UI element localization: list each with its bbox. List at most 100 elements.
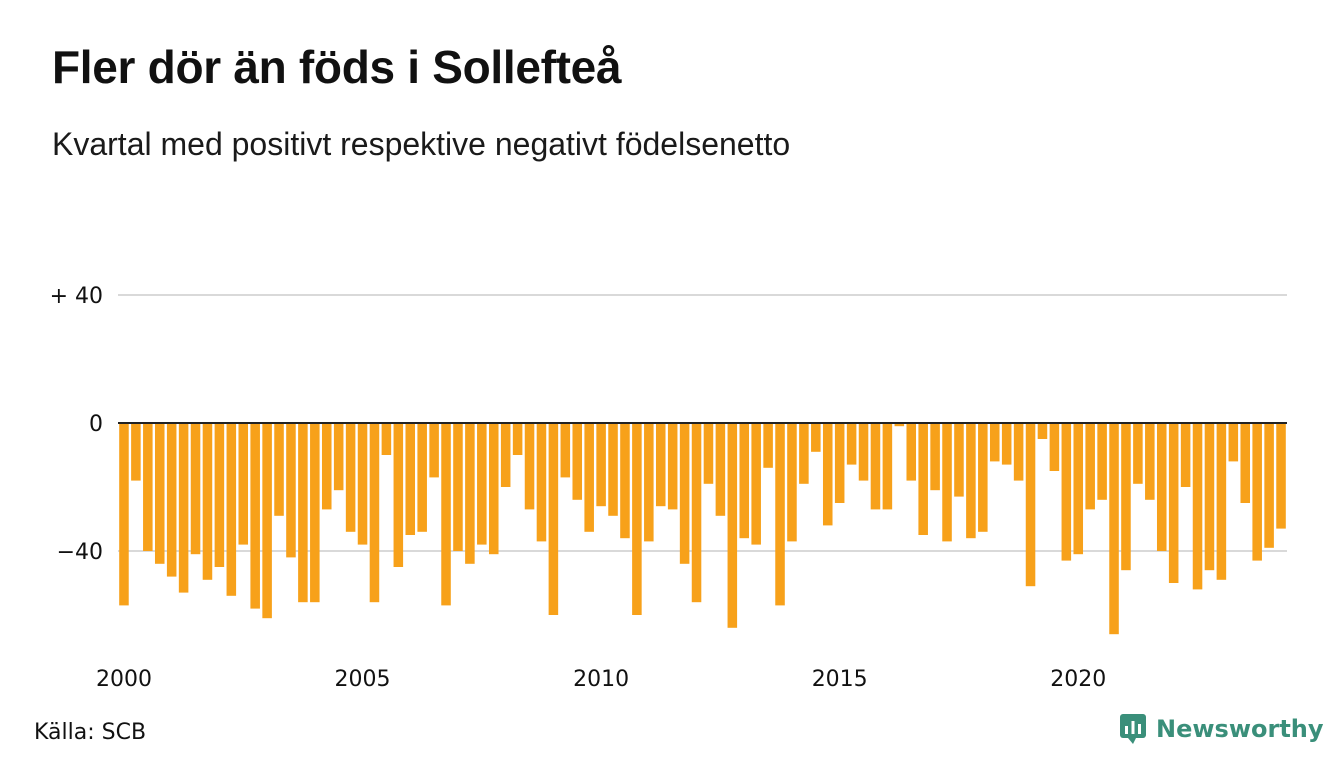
bar bbox=[1073, 423, 1084, 555]
bar bbox=[298, 423, 308, 603]
x-tick-label: 2000 bbox=[96, 667, 152, 692]
bar bbox=[727, 423, 738, 628]
bar bbox=[787, 423, 797, 542]
bar bbox=[143, 423, 153, 551]
bar bbox=[644, 423, 654, 542]
bar bbox=[381, 423, 392, 455]
bar bbox=[154, 423, 165, 564]
bar bbox=[655, 423, 666, 507]
bar bbox=[1133, 423, 1143, 484]
bar bbox=[310, 423, 320, 603]
bar bbox=[679, 423, 690, 564]
y-tick-label: −40 bbox=[57, 540, 103, 565]
x-tick-label: 2010 bbox=[573, 667, 629, 692]
bar bbox=[453, 423, 463, 551]
bar bbox=[405, 423, 416, 535]
bar bbox=[1240, 423, 1251, 503]
bar bbox=[584, 423, 594, 532]
bar bbox=[488, 423, 499, 555]
bar bbox=[763, 423, 773, 468]
bar bbox=[369, 423, 380, 603]
bar bbox=[238, 423, 249, 545]
bar bbox=[775, 423, 785, 606]
bar bbox=[131, 423, 141, 481]
bar bbox=[596, 423, 606, 507]
bar bbox=[1168, 423, 1179, 583]
bar bbox=[477, 423, 487, 545]
bar bbox=[1156, 423, 1167, 551]
bar bbox=[202, 423, 213, 580]
bar bbox=[560, 423, 571, 478]
bar bbox=[608, 423, 618, 516]
bar bbox=[1001, 423, 1012, 465]
bar bbox=[536, 423, 547, 542]
bar bbox=[1085, 423, 1095, 510]
bar bbox=[286, 423, 296, 558]
x-tick-label: 2015 bbox=[812, 667, 868, 692]
bar bbox=[894, 423, 905, 427]
chart-title: Fler dör än föds i Sollefteå bbox=[52, 41, 622, 93]
bar bbox=[214, 423, 225, 567]
bar bbox=[500, 423, 511, 487]
bar bbox=[1252, 423, 1262, 561]
bar bbox=[1061, 423, 1072, 561]
bar bbox=[548, 423, 559, 615]
bar bbox=[250, 423, 260, 609]
bar bbox=[667, 423, 678, 510]
x-tick-label: 2020 bbox=[1050, 667, 1106, 692]
bar bbox=[1121, 423, 1131, 571]
bar bbox=[393, 423, 404, 567]
bar bbox=[1049, 423, 1060, 471]
bar bbox=[978, 423, 988, 532]
bar bbox=[274, 423, 284, 516]
bar bbox=[321, 423, 332, 510]
bar bbox=[1216, 423, 1227, 580]
bar bbox=[715, 423, 726, 516]
bar bbox=[417, 423, 427, 532]
bar bbox=[1025, 423, 1036, 587]
bar bbox=[1109, 423, 1119, 635]
bar bbox=[703, 423, 714, 484]
bar bbox=[429, 423, 439, 478]
bar bbox=[1228, 423, 1239, 462]
bar bbox=[1037, 423, 1048, 439]
bar bbox=[822, 423, 833, 526]
bar bbox=[572, 423, 583, 500]
bar bbox=[1276, 423, 1286, 529]
bar bbox=[333, 423, 344, 491]
bar bbox=[691, 423, 702, 603]
bar bbox=[119, 423, 129, 606]
bar bbox=[799, 423, 809, 484]
bar bbox=[1204, 423, 1215, 571]
bar bbox=[1192, 423, 1203, 590]
bar bbox=[930, 423, 940, 491]
bar bbox=[954, 423, 964, 497]
bar bbox=[166, 423, 177, 577]
bar bbox=[739, 423, 750, 539]
bar bbox=[512, 423, 523, 455]
newsworthy-logo-icon bbox=[1120, 714, 1146, 744]
bar bbox=[918, 423, 928, 535]
bar bbox=[882, 423, 893, 510]
brand: Newsworthy bbox=[1120, 714, 1324, 744]
axis-labels: + 40 0 −40 2000 2005 2010 2015 2020 bbox=[50, 284, 1287, 692]
bar bbox=[870, 423, 881, 510]
x-tick-label: 2005 bbox=[335, 667, 391, 692]
bar bbox=[1180, 423, 1191, 487]
bar bbox=[846, 423, 857, 465]
bar bbox=[1145, 423, 1155, 500]
bar bbox=[751, 423, 761, 545]
bar bbox=[524, 423, 535, 510]
bar bbox=[906, 423, 917, 481]
bar bbox=[966, 423, 976, 539]
bar bbox=[345, 423, 356, 532]
bar bbox=[1264, 423, 1274, 548]
y-tick-label: + 40 bbox=[50, 284, 103, 309]
bar bbox=[811, 423, 821, 452]
bars bbox=[119, 423, 1286, 635]
bar bbox=[834, 423, 845, 503]
bar bbox=[620, 423, 630, 539]
source-label: Källa: SCB bbox=[34, 720, 147, 745]
bar bbox=[989, 423, 1000, 462]
bar bbox=[226, 423, 237, 596]
